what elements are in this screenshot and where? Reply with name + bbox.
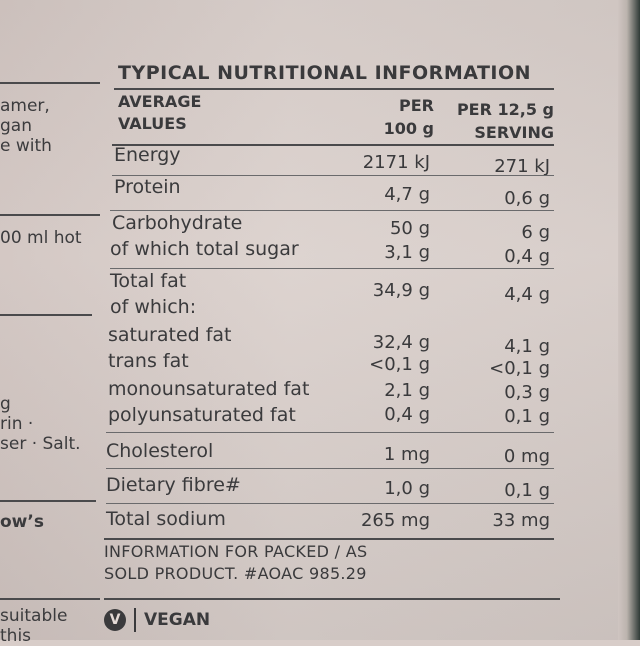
left-text: amer, [0, 96, 50, 116]
row-serving-energy: 271 kJ [494, 156, 550, 177]
left-text: ow’s [0, 512, 44, 532]
row-rule [112, 175, 554, 176]
header-per-serving-size: PER 12,5 g [456, 100, 554, 119]
vegan-circle-icon: V [104, 609, 126, 631]
left-cropped-column: amer, gan e with 00 ml hot g rin · ser ·… [0, 0, 100, 646]
row-per100-cholesterol: 1 mg [383, 444, 430, 465]
row-label-cholesterol: Cholesterol [106, 440, 214, 462]
row-serving-total-sodium: 33 mg [492, 510, 550, 531]
header-per: PER [399, 96, 434, 115]
row-serving-total-fat: 4,4 g [504, 284, 550, 305]
row-serving-polyunsaturated-fat: 0,1 g [504, 406, 550, 427]
table-bottom-rule [104, 538, 554, 540]
row-rule [110, 210, 554, 211]
header-values: VALUES [118, 114, 187, 133]
row-per100-total-fat: 34,9 g [372, 280, 430, 301]
row-rule [106, 468, 554, 469]
left-text: ser · Salt. [0, 434, 81, 454]
row-per100-trans-fat: <0,1 g [369, 354, 430, 375]
row-label-trans-fat: trans fat [108, 350, 189, 372]
left-text: rin · [0, 414, 34, 434]
vegan-badge: V VEGAN [104, 608, 210, 632]
row-label-total-sodium: Total sodium [106, 508, 226, 530]
row-rule [110, 268, 554, 269]
row-serving-total-sugar: 0,4 g [504, 246, 550, 267]
packaging-edge [618, 0, 640, 640]
row-label-carbohydrate: Carbohydrate [112, 212, 243, 234]
row-serving-dietary-fibre: 0,1 g [504, 480, 550, 501]
row-label-total-fat: Total fat [110, 270, 187, 292]
row-per100-polyunsaturated-fat: 0,4 g [384, 404, 430, 425]
vegan-label: VEGAN [144, 610, 211, 630]
row-label-monounsaturated-fat: monounsaturated fat [108, 378, 310, 400]
row-label-protein: Protein [114, 176, 181, 198]
row-per100-monounsaturated-fat: 2,1 g [384, 380, 430, 401]
left-text: gan [0, 116, 32, 136]
row-per100-dietary-fibre: 1,0 g [384, 478, 430, 499]
row-per100-energy: 2171 kJ [362, 152, 430, 173]
header-serving: SERVING [474, 123, 554, 142]
row-serving-monounsaturated-fat: 0,3 g [504, 382, 550, 403]
row-per100-carbohydrate: 50 g [389, 218, 430, 239]
left-divider [0, 500, 96, 502]
panel-title: TYPICAL NUTRITIONAL INFORMATION [118, 62, 532, 84]
left-text: e with [0, 136, 52, 156]
nutrition-panel: TYPICAL NUTRITIONAL INFORMATION AVERAGE … [104, 56, 560, 646]
header-average: AVERAGE [118, 92, 202, 111]
title-rule [114, 88, 554, 90]
row-serving-protein: 0,6 g [504, 188, 550, 209]
left-text: suitable [0, 606, 68, 626]
vegan-rule [104, 598, 560, 600]
row-label-total-sugar: of which total sugar [110, 238, 299, 260]
row-label-saturated-fat: saturated fat [108, 324, 232, 346]
row-rule [106, 432, 554, 433]
row-label-energy: Energy [114, 144, 181, 166]
row-per100-total-sugar: 3,1 g [384, 242, 430, 263]
left-text: g [0, 394, 11, 414]
row-serving-saturated-fat: 4,1 g [504, 336, 550, 357]
header-rule [112, 144, 554, 146]
left-divider [0, 82, 100, 84]
row-per100-saturated-fat: 32,4 g [372, 332, 430, 353]
row-serving-cholesterol: 0 mg [503, 446, 550, 467]
row-per100-protein: 4,7 g [384, 184, 430, 205]
left-divider [0, 314, 92, 316]
row-per100-total-sodium: 265 mg [360, 510, 430, 531]
footer-note-line2: SOLD PRODUCT. #AOAC 985.29 [104, 564, 367, 583]
row-label-polyunsaturated-fat: polyunsaturated fat [108, 404, 296, 426]
left-divider [0, 598, 100, 600]
row-label-of-which: of which: [110, 296, 197, 318]
row-label-dietary-fibre: Dietary fibre# [106, 474, 241, 496]
left-text: this [0, 626, 32, 646]
row-rule [106, 503, 554, 504]
left-text: 00 ml hot [0, 228, 82, 248]
row-serving-carbohydrate: 6 g [521, 222, 550, 243]
row-serving-trans-fat: <0,1 g [489, 358, 550, 379]
footer-note-line1: INFORMATION FOR PACKED / AS [104, 542, 368, 561]
left-divider [0, 214, 100, 216]
header-100g: 100 g [383, 119, 434, 138]
vegan-separator [134, 608, 136, 632]
